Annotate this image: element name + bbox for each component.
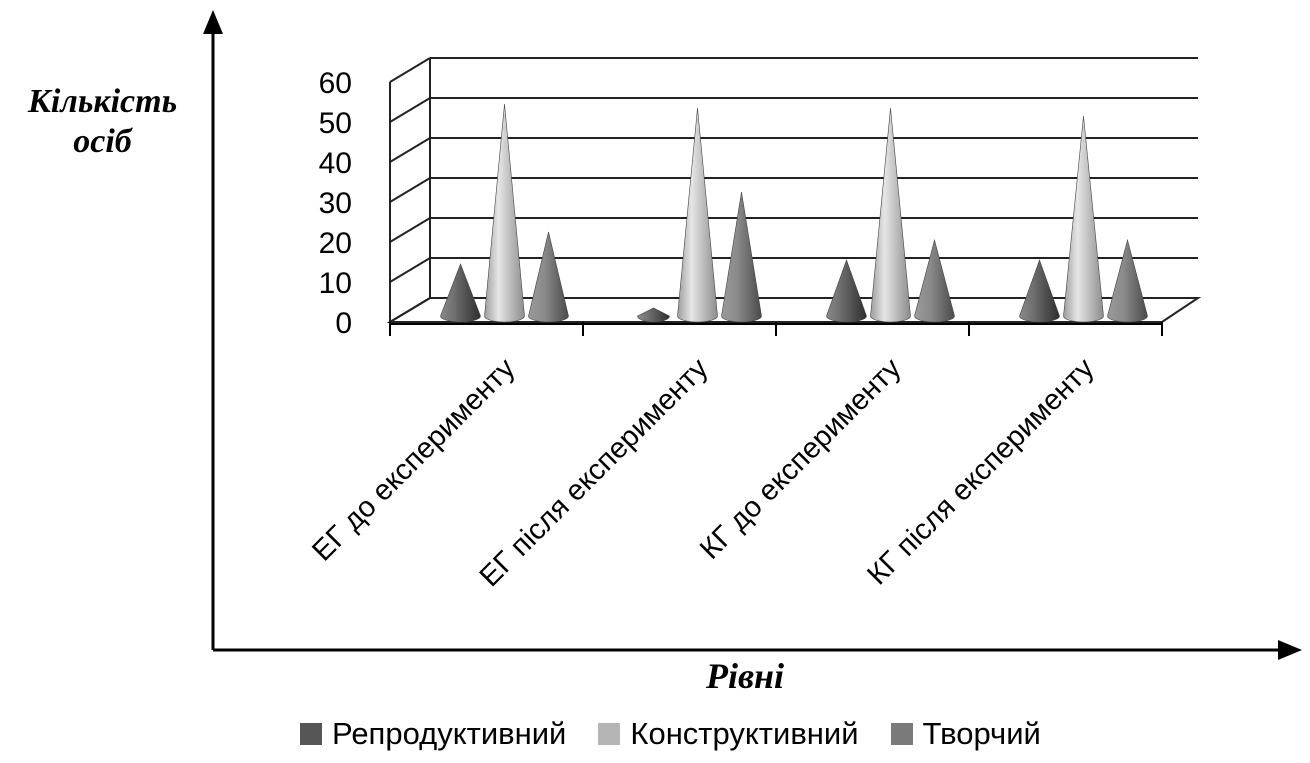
cone-2-1 [721, 191, 762, 323]
cone-2-3 [1107, 238, 1148, 323]
cone-0-2 [826, 259, 867, 323]
x-tick-label-3: КГ після експерименту [861, 352, 1100, 591]
y-tick-label-3: 30 [319, 187, 352, 220]
y-tick-label-2: 20 [319, 227, 352, 260]
x-tick-label-1: ЕГ після експерименту [474, 352, 715, 593]
cone-0-3 [1019, 259, 1060, 323]
y-axis-title-line-2: осіб [73, 123, 132, 160]
y-tick-label-0: 0 [335, 307, 352, 340]
legend-swatch-creative [890, 723, 913, 745]
x-tick-label-0: ЕГ до експерименту [306, 352, 521, 567]
x-tick-label-2: КГ до експерименту [694, 352, 908, 566]
cone-1-1 [677, 107, 718, 323]
cone-2-0 [528, 231, 569, 323]
gridline-depth-4 [389, 137, 431, 163]
legend-label-creative: Творчий [922, 716, 1041, 751]
gridline-depth-3 [389, 177, 431, 203]
y-tick-label-1: 10 [319, 267, 352, 300]
y-tick-label-5: 50 [319, 107, 352, 140]
y-axis-title-line-1: Кількість [27, 83, 178, 120]
cone-1-2 [870, 107, 911, 323]
outer-x-axis-arrowhead [1278, 640, 1302, 660]
legend-item-reproductive: Репродуктивний [300, 716, 566, 752]
legend: Репродуктивний Конструктивний Творчий [300, 712, 1041, 756]
gridline-depth-1 [389, 257, 431, 283]
cone-1-0 [484, 103, 525, 323]
y-tick-label-6: 60 [319, 67, 352, 100]
x-axis-title: Рівні [705, 656, 785, 696]
gridline-depth-5 [389, 97, 431, 123]
gridline-depth-2 [389, 217, 431, 243]
legend-item-constructive: Конструктивний [598, 716, 859, 752]
floor [386, 297, 1202, 323]
legend-swatch-constructive [598, 723, 621, 745]
cone-0-0 [440, 263, 481, 323]
legend-label-reproductive: Репродуктивний [332, 716, 567, 751]
gridline-depth-6 [389, 57, 431, 83]
cone-0-1 [637, 307, 670, 323]
legend-label-constructive: Конструктивний [630, 716, 859, 751]
legend-item-creative: Творчий [890, 716, 1041, 752]
y-axis-title: Кількість осіб [0, 82, 205, 162]
cone-1-3 [1063, 115, 1104, 323]
y-tick-label-4: 40 [319, 147, 352, 180]
outer-y-axis-arrowhead [203, 10, 223, 34]
cone-2-2 [914, 238, 955, 323]
legend-swatch-reproductive [300, 723, 322, 745]
